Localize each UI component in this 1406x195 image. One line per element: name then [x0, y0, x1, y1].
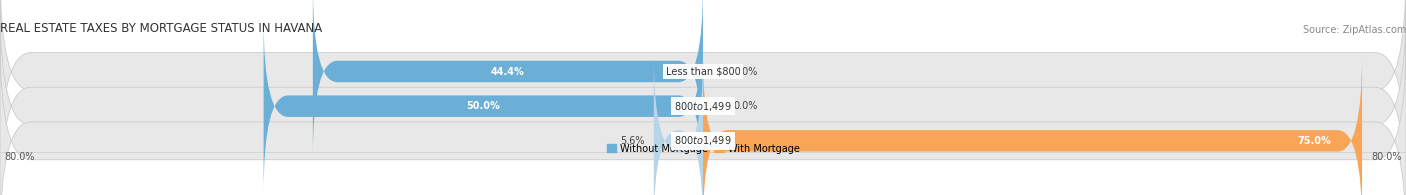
FancyBboxPatch shape [314, 0, 703, 158]
FancyBboxPatch shape [703, 55, 1362, 195]
FancyBboxPatch shape [0, 38, 1406, 195]
Text: $800 to $1,499: $800 to $1,499 [675, 100, 731, 113]
Text: 50.0%: 50.0% [467, 101, 501, 111]
Text: 80.0%: 80.0% [1371, 152, 1402, 162]
Text: Less than $800: Less than $800 [665, 66, 741, 76]
Text: 80.0%: 80.0% [4, 152, 35, 162]
Legend: Without Mortgage, With Mortgage: Without Mortgage, With Mortgage [603, 140, 803, 158]
FancyBboxPatch shape [0, 4, 1406, 195]
Text: 5.6%: 5.6% [620, 136, 645, 146]
FancyBboxPatch shape [654, 55, 703, 195]
Text: $800 to $1,499: $800 to $1,499 [675, 134, 731, 147]
Text: 44.4%: 44.4% [491, 66, 524, 76]
Text: REAL ESTATE TAXES BY MORTGAGE STATUS IN HAVANA: REAL ESTATE TAXES BY MORTGAGE STATUS IN … [0, 22, 322, 35]
FancyBboxPatch shape [264, 20, 703, 192]
Text: 75.0%: 75.0% [1298, 136, 1331, 146]
Text: Source: ZipAtlas.com: Source: ZipAtlas.com [1302, 25, 1406, 35]
Text: 0.0%: 0.0% [734, 66, 758, 76]
Text: 0.0%: 0.0% [734, 101, 758, 111]
FancyBboxPatch shape [0, 0, 1406, 174]
